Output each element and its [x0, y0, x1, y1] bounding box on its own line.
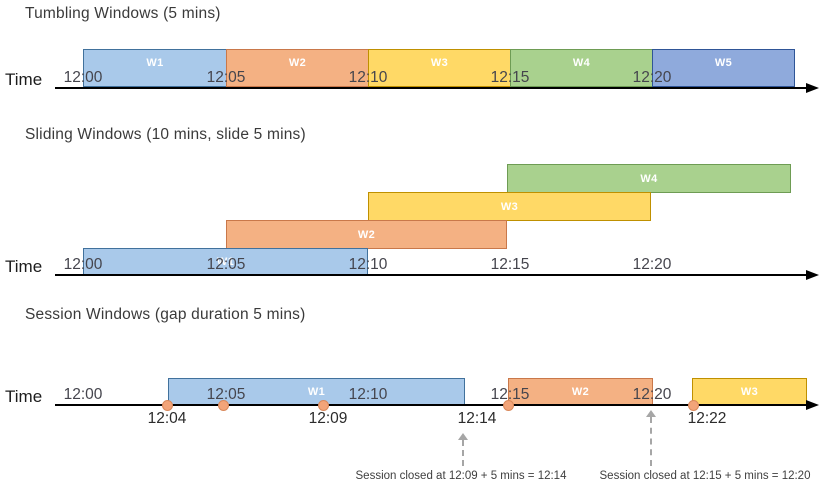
- tumbling-axis-arrow-icon: [806, 83, 819, 93]
- session-tick-1210: 12:10: [348, 386, 388, 403]
- sliding-tick-1220: 12:20: [632, 256, 672, 273]
- tumbling-window-w3-label: W3: [430, 57, 449, 69]
- session-time-axis: [55, 404, 806, 406]
- session-close-arrow-left-line: [462, 440, 464, 466]
- event-label-1204: 12:04: [147, 410, 187, 427]
- tumbling-tick-1200: 12:00: [63, 69, 103, 86]
- session-axis-arrow-icon: [806, 400, 819, 410]
- session-tick-1200: 12:00: [63, 386, 103, 403]
- session-closed-annotation-right: Session closed at 12:15 + 5 mins = 12:20: [599, 470, 811, 482]
- tumbling-tick-1210: 12:10: [348, 69, 388, 86]
- tumbling-time-axis: [55, 87, 806, 89]
- event-dot-1209: [318, 400, 329, 411]
- event-dot-1205: [218, 400, 229, 411]
- sliding-tick-1200: 12:00: [63, 256, 103, 273]
- tumbling-tick-1215: 12:15: [490, 69, 530, 86]
- sliding-window-w1: W1: [83, 248, 368, 275]
- sliding-tick-1205: 12:05: [206, 256, 246, 273]
- session-close-arrow-right-icon: [646, 410, 656, 417]
- tumbling-window-w3: W3: [368, 49, 511, 87]
- session-time-axis-label: Time: [5, 387, 43, 406]
- session-tick-1215: 12:15: [490, 386, 530, 403]
- session-window-w2: W2: [508, 378, 653, 405]
- sliding-time-axis-label: Time: [5, 257, 43, 276]
- session-close-arrow-left-icon: [458, 433, 468, 440]
- event-dot-1222: [688, 400, 699, 411]
- tumbling-window-w5: W5: [652, 49, 795, 87]
- sliding-tick-1215: 12:15: [490, 256, 530, 273]
- session-window-w2-label: W2: [571, 385, 590, 398]
- session-window-w1-label: W1: [307, 385, 326, 398]
- sliding-window-w1-label: W1: [216, 255, 235, 268]
- sliding-window-w4-label: W4: [640, 172, 658, 185]
- tumbling-tick-1220: 12:20: [632, 69, 672, 86]
- session-close-arrow-right-line: [650, 417, 652, 466]
- sliding-title: Sliding Windows (10 mins, slide 5 mins): [25, 126, 306, 143]
- session-tick-1205: 12:05: [206, 386, 246, 403]
- session-closed-annotation-left: Session closed at 12:09 + 5 mins = 12:14: [355, 470, 567, 482]
- sliding-window-w3: W3: [368, 192, 651, 221]
- event-label-1209: 12:09: [308, 410, 348, 427]
- tumbling-window-w2-label: W2: [288, 57, 307, 69]
- sliding-window-w2: W2: [226, 220, 507, 249]
- tumbling-window-w4: W4: [510, 49, 653, 87]
- event-label-1214: 12:14: [457, 410, 497, 427]
- session-title: Session Windows (gap duration 5 mins): [25, 306, 306, 323]
- session-window-w3: W3: [692, 378, 807, 405]
- tumbling-tick-1205: 12:05: [206, 69, 246, 86]
- tumbling-window-w1-label: W1: [146, 57, 164, 69]
- sliding-window-w2-label: W2: [357, 228, 376, 241]
- sliding-window-w3-label: W3: [500, 200, 519, 213]
- session-window-w3-label: W3: [740, 385, 759, 398]
- tumbling-time-axis-label: Time: [5, 70, 43, 89]
- session-tick-1220: 12:20: [632, 386, 672, 403]
- event-dot-1215: [503, 400, 514, 411]
- sliding-tick-1210: 12:10: [348, 256, 388, 273]
- tumbling-window-w4-label: W4: [572, 57, 591, 69]
- sliding-window-w4: W4: [507, 164, 791, 193]
- tumbling-title: Tumbling Windows (5 mins): [25, 5, 221, 22]
- event-label-1222: 12:22: [687, 410, 727, 427]
- tumbling-window-w5-label: W5: [714, 57, 733, 69]
- sliding-time-axis: [55, 274, 806, 276]
- sliding-axis-arrow-icon: [806, 270, 819, 280]
- event-dot-1204: [162, 400, 173, 411]
